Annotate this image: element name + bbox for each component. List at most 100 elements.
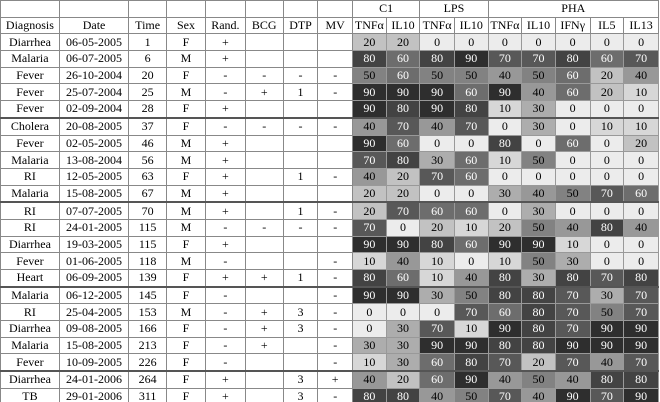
heat-cell: 50 (589, 303, 625, 322)
heat-cell: 80 (385, 100, 421, 119)
heat-cell: 0 (385, 303, 421, 322)
heat-cell: 60 (589, 50, 625, 68)
cell: Fever (0, 134, 60, 153)
heat-cell: 60 (453, 201, 489, 220)
cell: + (244, 303, 284, 322)
heat-cell: 90 (623, 387, 659, 402)
heat-cell: 60 (623, 184, 659, 203)
empty-cell (282, 285, 319, 305)
empty-cell (317, 235, 354, 254)
column-header: TNFα (419, 16, 455, 35)
table-row: Heart 06-09-2005 139 F + +1-80 60 10 40 80 30 80 70 8… (0, 268, 659, 288)
empty-cell (282, 134, 319, 153)
cell: Diarrhea (0, 370, 60, 389)
heat-cell: 30 (554, 252, 591, 270)
cell: - (317, 336, 354, 355)
heat-cell: 80 (487, 336, 523, 355)
cell: 70 (128, 201, 168, 220)
empty-cell (317, 134, 354, 153)
heat-cell: 0 (623, 235, 659, 254)
heat-cell: 20 (487, 218, 523, 237)
heat-cell: 20 (623, 134, 659, 153)
cell: 67 (128, 184, 168, 203)
heat-cell: 90 (352, 83, 387, 102)
cell: 07-07-2005 (58, 201, 130, 220)
heat-cell: 70 (521, 50, 556, 68)
heat-cell: 0 (589, 167, 625, 186)
cell: - (282, 66, 319, 85)
heat-cell: 0 (419, 184, 455, 203)
heat-cell: 0 (521, 167, 556, 186)
cell: 6 (128, 50, 168, 68)
heat-cell: 0 (521, 134, 556, 153)
empty-cell (282, 353, 319, 372)
heat-cell: 80 (487, 134, 523, 153)
heat-cell: 80 (521, 336, 556, 355)
heat-cell: 60 (453, 83, 489, 102)
cell: + (244, 268, 284, 288)
cell: - (317, 116, 354, 136)
cell: Fever (0, 66, 60, 85)
empty-cell (282, 100, 319, 119)
empty-cell (282, 235, 319, 254)
heat-cell: 10 (352, 353, 387, 372)
table-row: Fever 01-06-2005 118 M - -10 40 10 0 10 50 30 0 0 (0, 252, 659, 270)
cell: Diarrhea (0, 33, 60, 52)
heat-cell: 50 (419, 66, 455, 85)
heat-cell: 40 (352, 167, 387, 186)
heat-cell: 80 (352, 268, 387, 288)
heat-cell: 0 (487, 201, 523, 220)
cell: - (204, 116, 246, 136)
heat-cell: 10 (419, 268, 455, 288)
cell: Malaria (0, 184, 60, 203)
cell: 20-08-2005 (58, 116, 130, 136)
cell: 37 (128, 116, 168, 136)
heat-cell: 0 (623, 151, 659, 169)
empty-cell (282, 184, 319, 203)
empty-cell (244, 201, 284, 220)
cell: 25 (128, 83, 168, 102)
empty-cell (282, 50, 319, 68)
table-row: Fever 26-10-2004 20 F - - - -50 60 50 50 40 50 60 20 40 (0, 66, 659, 85)
cell: F (166, 268, 206, 288)
heat-cell: 30 (419, 151, 455, 169)
cell: 15-08-2005 (58, 184, 130, 203)
cell: 28 (128, 100, 168, 119)
cell: - (317, 320, 354, 338)
cell: Fever (0, 252, 60, 270)
heat-cell: 90 (554, 336, 591, 355)
heat-cell: 40 (554, 370, 591, 389)
heat-cell: 50 (453, 387, 489, 402)
heat-cell: 70 (589, 387, 625, 402)
cell: 1 (282, 201, 319, 220)
heat-cell: 20 (385, 167, 421, 186)
heat-cell: 90 (554, 387, 591, 402)
cell: 264 (128, 370, 168, 389)
cell: F (166, 336, 206, 355)
heat-cell: 60 (554, 134, 591, 153)
empty-cell (282, 151, 319, 169)
heat-cell: 0 (589, 134, 625, 153)
cell: Malaria (0, 50, 60, 68)
heat-cell: 40 (521, 184, 556, 203)
cell: 46 (128, 134, 168, 153)
cell: 63 (128, 167, 168, 186)
heat-cell: 60 (385, 66, 421, 85)
heat-cell: 90 (419, 336, 455, 355)
cell: - (317, 66, 354, 85)
cell: Fever (0, 353, 60, 372)
heat-cell: 10 (623, 83, 659, 102)
heat-cell: 90 (385, 83, 421, 102)
cell: Cholera (0, 116, 60, 136)
heat-cell: 0 (419, 134, 455, 153)
column-header: BCG (244, 16, 284, 35)
group-header: C1 (352, 0, 421, 18)
heat-cell: 20 (352, 33, 387, 52)
heat-cell: 80 (453, 353, 489, 372)
table-row: Malaria 13-08-2004 56 M +70 80 30 60 10 50 0 0 0 (0, 151, 659, 169)
table-row: Fever 02-05-2005 46 M +90 60 0 0 80 0 60 0 20 (0, 134, 659, 153)
heat-cell: 10 (487, 252, 523, 270)
heat-cell: 60 (385, 268, 421, 288)
cell: 3 (282, 320, 319, 338)
header-blank (244, 0, 284, 18)
